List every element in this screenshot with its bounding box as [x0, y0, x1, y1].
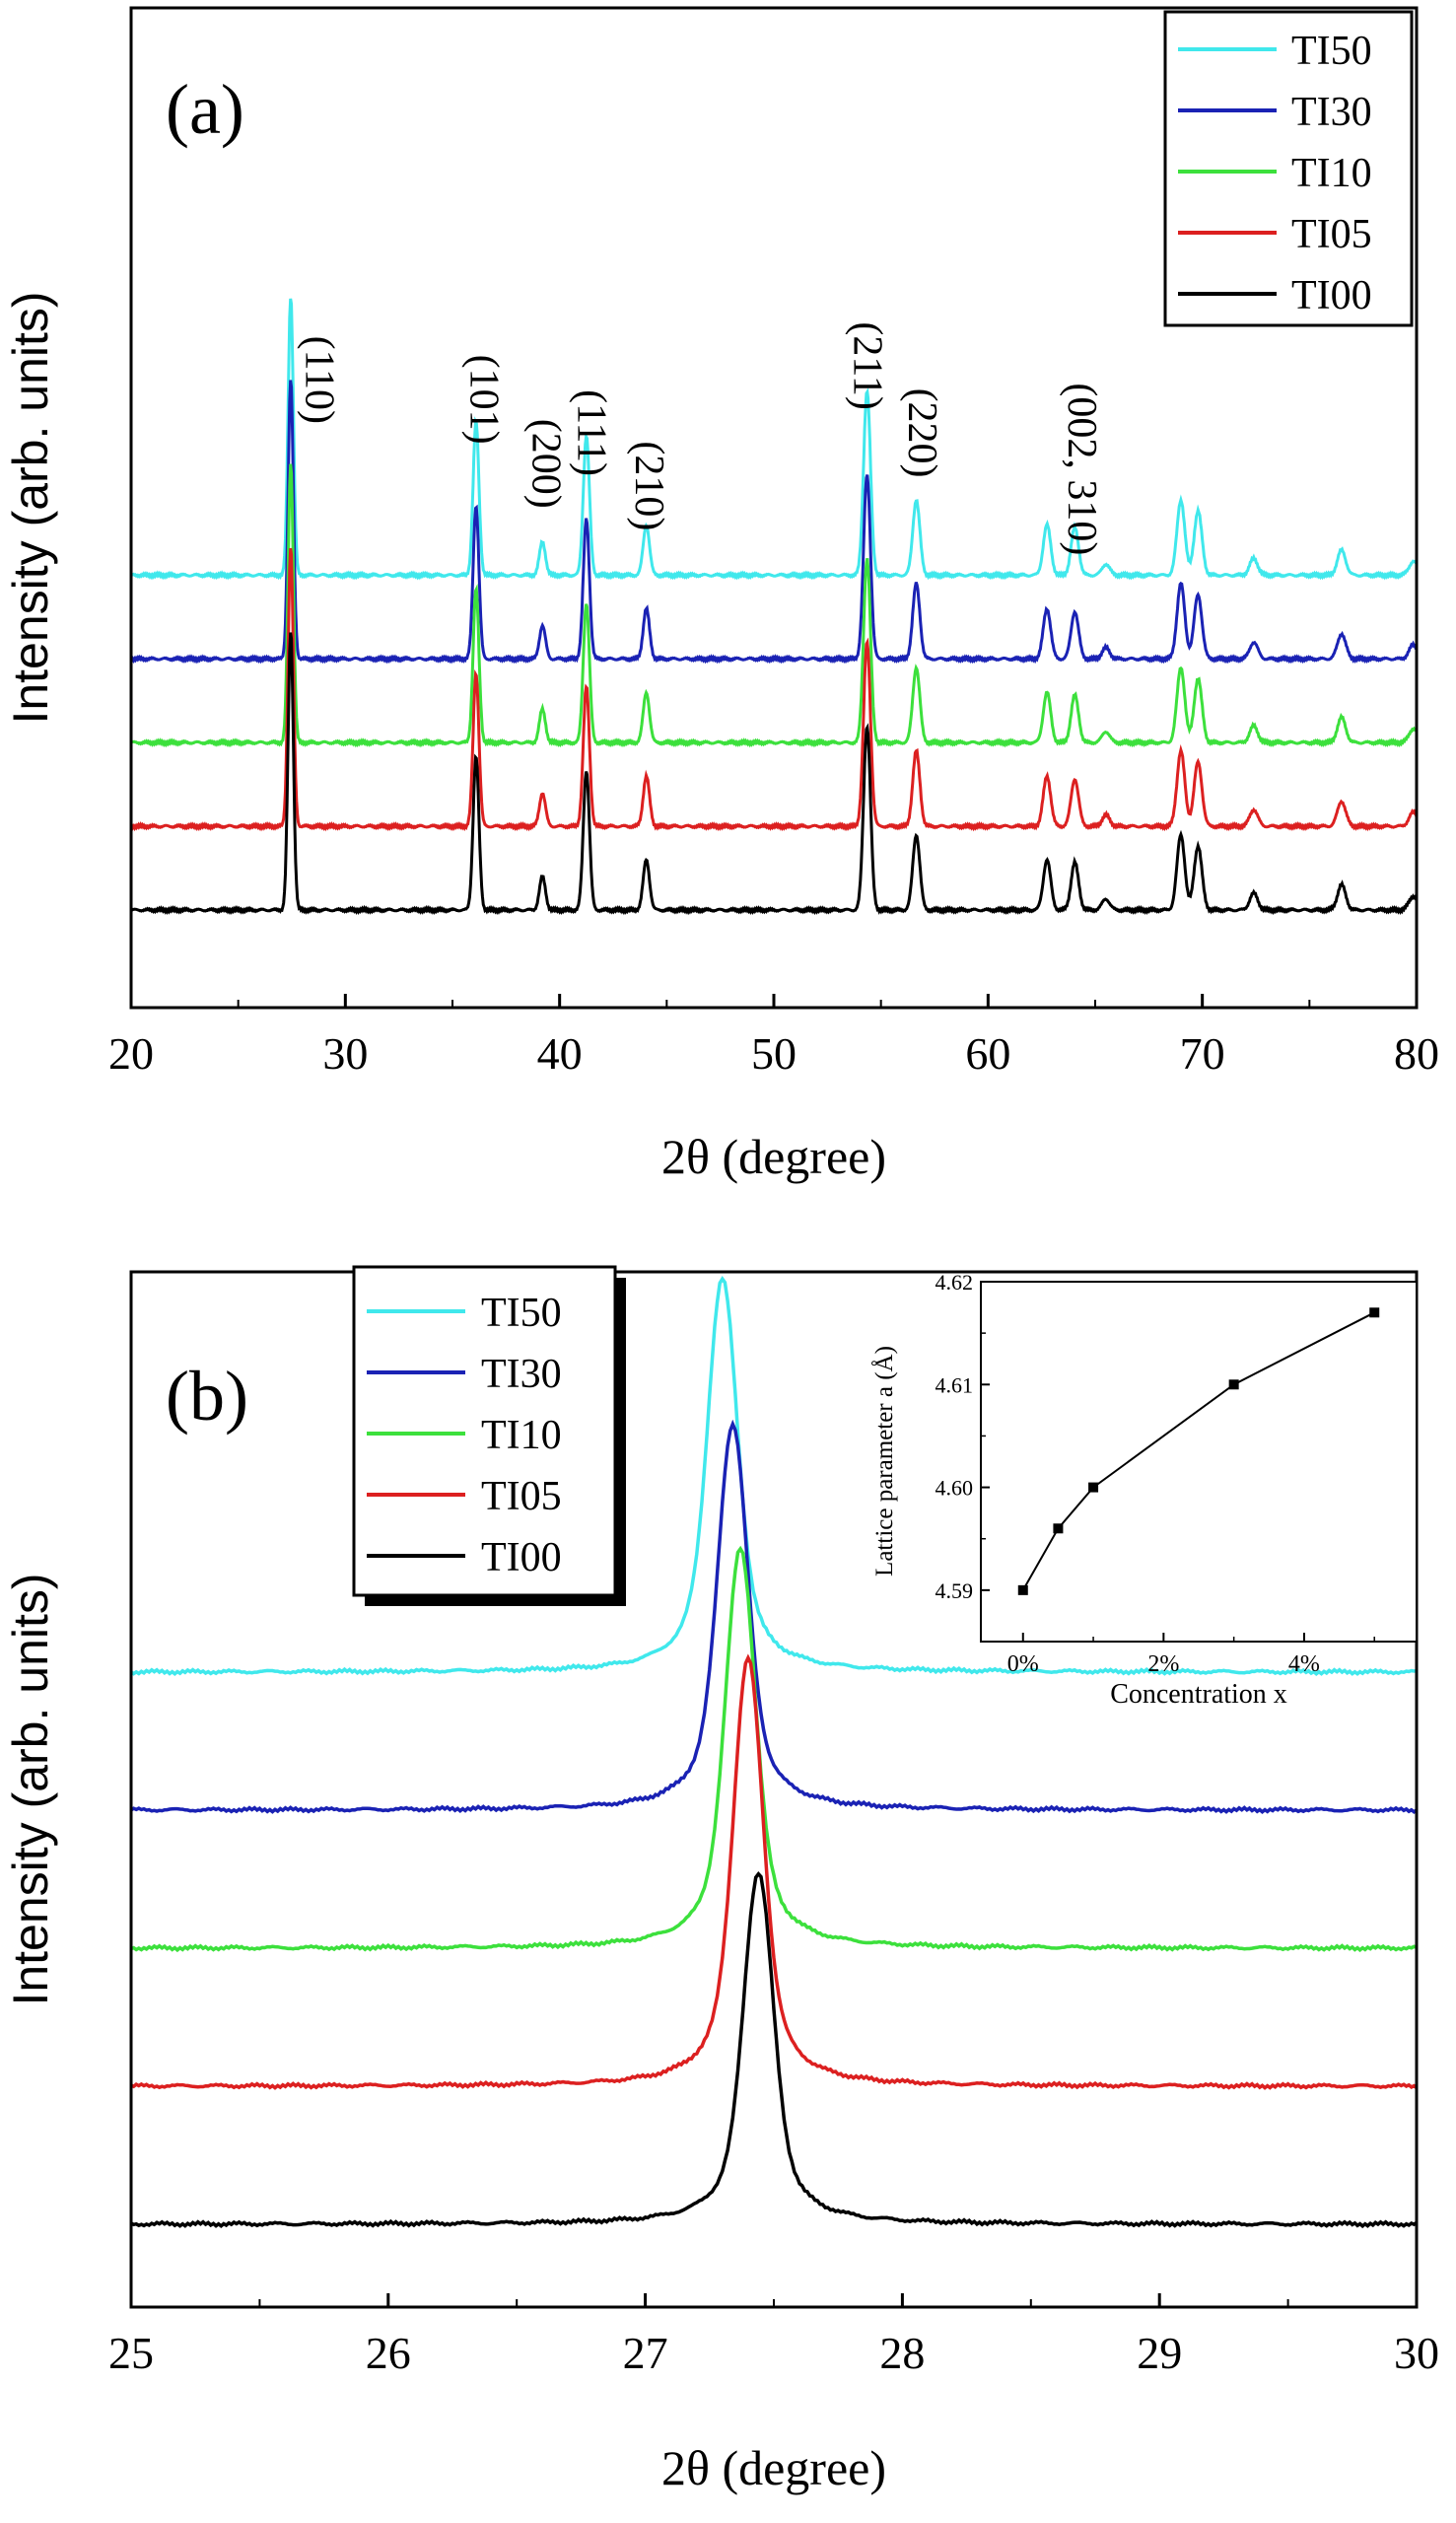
- panel-a: 20 30 40 50 60 70 80 (110) (101) (200) (111) (210)…: [3, 6, 1439, 1184]
- panel-b-x-tick-label: 29: [1137, 2328, 1182, 2378]
- panel-b-series-ti30: [130, 1419, 1419, 1815]
- panel-a-series-ti30: [129, 380, 1418, 665]
- inset-y-tick-label: 4.62: [936, 1270, 974, 1295]
- inset-x-tick-label: 2%: [1147, 1651, 1179, 1677]
- panel-a-series-ti05: [129, 547, 1419, 832]
- panel-b-legend-label-ti30: TI30: [481, 1352, 562, 1397]
- panel-b-y-axis-label: Intensity (arb. units): [3, 1573, 58, 2005]
- panel-a-peak-label: (002, 310): [1059, 383, 1104, 555]
- panel-a-peak-label: (210): [626, 441, 671, 530]
- panel-a-label: (a): [166, 70, 244, 149]
- panel-a-plot-area: [129, 298, 1419, 916]
- panel-a-x-tick-label: 40: [537, 1028, 583, 1079]
- panel-b-x-tick-label: 28: [879, 2328, 925, 2378]
- panel-a-legend: TI50 TI30 TI10 TI05 TI00: [1163, 10, 1414, 327]
- panel-b-legend-label-ti10: TI10: [481, 1413, 562, 1458]
- panel-b-series-ti00: [130, 1870, 1418, 2229]
- panel-a-peak-label: (111): [568, 389, 613, 476]
- panel-a-series-ti00: [130, 632, 1418, 916]
- panel-b-series-ti05: [130, 1653, 1419, 2090]
- inset-point: [1369, 1307, 1380, 1318]
- inset-frame: [980, 1281, 1418, 1643]
- panel-b-plot-area: [129, 1276, 1419, 2229]
- panel-b-x-tick-label: 30: [1394, 2328, 1439, 2378]
- panel-a-x-tick-label: 80: [1394, 1028, 1439, 1079]
- panel-b-legend-box: [352, 1265, 617, 1597]
- panel-a-x-ticks: 20 30 40 50 60 70 80: [108, 994, 1439, 1079]
- panel-b: 25 26 27 28 29 30 (b) 2θ (degree) Intensity (…: [3, 1265, 1439, 2495]
- panel-b-x-tick-label: 27: [623, 2328, 668, 2378]
- panel-a-x-tick-label: 30: [322, 1028, 368, 1079]
- inset-x-tick-label: 4%: [1288, 1651, 1320, 1677]
- panel-b-legend-label-ti05: TI05: [481, 1474, 562, 1519]
- panel-b-series-ti10: [130, 1545, 1418, 1953]
- inset-point: [1017, 1584, 1028, 1595]
- panel-a-legend-label-ti30: TI30: [1291, 90, 1372, 135]
- panel-a-x-tick-label: 60: [965, 1028, 1010, 1079]
- panel-a-series-ti50: [130, 298, 1419, 581]
- panel-a-x-tick-label: 20: [108, 1028, 154, 1079]
- inset-y-tick-label: 4.59: [936, 1578, 974, 1603]
- panel-a-legend-label-ti50: TI50: [1291, 29, 1372, 74]
- panel-a-legend-label-ti05: TI05: [1291, 212, 1372, 257]
- panel-b-legend-label-ti50: TI50: [481, 1291, 562, 1336]
- inset-point: [1228, 1379, 1239, 1390]
- panel-a-x-axis-label: 2θ (degree): [661, 1129, 886, 1184]
- panel-a-y-axis-label: Intensity (arb. units): [3, 291, 58, 724]
- panel-b-x-ticks: 25 26 27 28 29 30: [108, 2293, 1439, 2378]
- panel-b-label: (b): [166, 1357, 248, 1436]
- panel-a-peak-label: (110): [296, 336, 341, 424]
- panel-b-x-tick-label: 26: [366, 2328, 411, 2378]
- panel-b-inset: 0% 2% 4% 4.59 4.60 4.61 4.62 Concentration x L…: [871, 1270, 1418, 1710]
- panel-b-series-ti50: [129, 1276, 1418, 1676]
- inset-point: [1053, 1523, 1064, 1534]
- panel-a-peak-annotations: (110) (101) (200) (111) (210) (211)(220) (002,…: [296, 321, 1104, 555]
- panel-b-x-tick-label: 25: [108, 2328, 154, 2378]
- panel-a-legend-label-ti10: TI10: [1291, 151, 1372, 196]
- panel-b-x-axis-label: 2θ (degree): [661, 2440, 886, 2495]
- panel-a-peak-label: (200): [523, 419, 569, 509]
- panel-a-peak-label: (220): [899, 388, 944, 478]
- panel-b-legend-label-ti00: TI00: [481, 1535, 562, 1580]
- inset-x-tick-label: 0%: [1007, 1651, 1039, 1677]
- inset-y-tick-label: 4.60: [936, 1476, 974, 1501]
- panel-a-legend-box: [1163, 10, 1414, 327]
- inset-y-axis-label: Lattice parameter a (Å): [871, 1346, 898, 1577]
- inset-ticks: 0% 2% 4% 4.59 4.60 4.61 4.62: [936, 1270, 1375, 1677]
- inset-y-tick-label: 4.61: [936, 1372, 974, 1397]
- panel-a-peak-label: (101): [461, 355, 507, 445]
- panel-a-x-tick-label: 70: [1180, 1028, 1225, 1079]
- panel-a-legend-label-ti00: TI00: [1291, 273, 1372, 318]
- inset-plot: [1017, 1307, 1380, 1595]
- inset-background: [981, 1282, 1417, 1642]
- panel-b-legend: TI50 TI30 TI10 TI05 TI00: [352, 1265, 626, 1606]
- inset-x-axis-label: Concentration x: [1110, 1679, 1287, 1710]
- panel-a-x-tick-label: 50: [751, 1028, 797, 1079]
- panel-a-series-ti10: [130, 463, 1419, 748]
- inset-point: [1088, 1482, 1099, 1493]
- panel-a-peak-label: (211): [845, 321, 890, 409]
